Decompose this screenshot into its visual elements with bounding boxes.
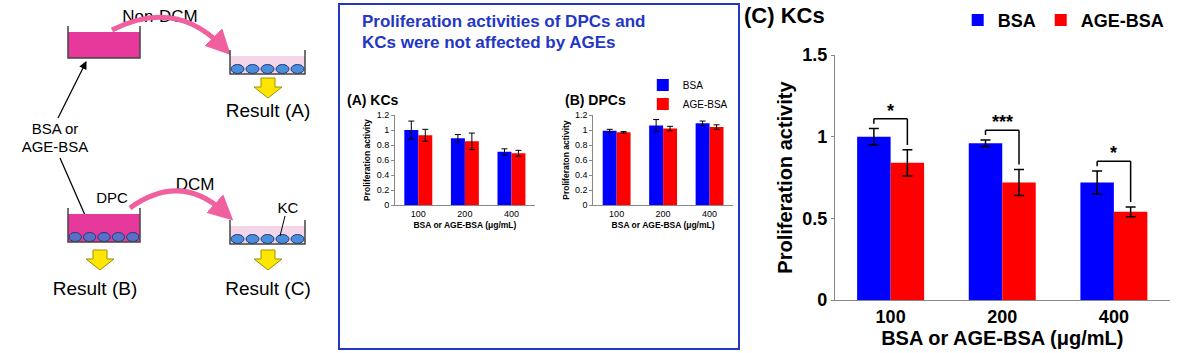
html-text:KCs were not affected by AGEs: KCs were not affected by AGEs <box>362 33 616 52</box>
svg-text:400: 400 <box>504 209 519 219</box>
svg-text:0: 0 <box>384 200 389 210</box>
svg-text:0.5: 0.5 <box>802 209 827 229</box>
svg-text:0.8: 0.8 <box>377 140 390 150</box>
svg-text:Result (C): Result (C) <box>225 278 311 299</box>
svg-text:1: 1 <box>583 125 588 135</box>
svg-text:100: 100 <box>411 209 426 219</box>
svg-text:1.2: 1.2 <box>575 110 588 120</box>
svg-text:1.2: 1.2 <box>377 110 390 120</box>
html-text:Proliferation activities of DP: Proliferation activities of DPCs and <box>362 12 646 31</box>
svg-text:(C) KCs: (C) KCs <box>744 3 825 28</box>
svg-text:DPC: DPC <box>96 189 128 206</box>
svg-text:BSA or: BSA or <box>32 120 79 137</box>
svg-text:Proliferation activity: Proliferation activity <box>362 119 372 201</box>
svg-text:KC: KC <box>278 199 299 216</box>
svg-text:100: 100 <box>876 307 906 327</box>
svg-text:200: 200 <box>987 307 1017 327</box>
svg-text:BSA or AGE-BSA (μg/mL): BSA or AGE-BSA (μg/mL) <box>612 220 715 230</box>
svg-text:AGE-BSA: AGE-BSA <box>683 99 728 110</box>
svg-text:0.4: 0.4 <box>377 170 390 180</box>
svg-text:1: 1 <box>817 127 827 147</box>
svg-text:*: * <box>887 101 894 121</box>
svg-text:Proliferaton activity: Proliferaton activity <box>561 120 571 200</box>
svg-text:100: 100 <box>609 209 624 219</box>
svg-text:BSA or AGE-BSA (μg/mL): BSA or AGE-BSA (μg/mL) <box>881 327 1123 349</box>
svg-text:BSA or AGE-BSA (μg/mL): BSA or AGE-BSA (μg/mL) <box>413 220 516 230</box>
svg-text:Result (A): Result (A) <box>226 100 310 121</box>
svg-text:(B) DPCs: (B) DPCs <box>565 92 626 108</box>
svg-text:Proliferation activity: Proliferation activity <box>774 81 796 274</box>
svg-text:0.6: 0.6 <box>377 155 390 165</box>
svg-text:0.6: 0.6 <box>575 155 588 165</box>
svg-text:AGE-BSA: AGE-BSA <box>1081 11 1164 31</box>
svg-text:0.4: 0.4 <box>575 170 588 180</box>
svg-text:(A) KCs: (A) KCs <box>347 92 399 108</box>
svg-text:0.2: 0.2 <box>575 185 588 195</box>
svg-text:0.2: 0.2 <box>377 185 390 195</box>
svg-text:0: 0 <box>817 290 827 310</box>
svg-text:DCM: DCM <box>175 175 215 194</box>
svg-text:0: 0 <box>583 200 588 210</box>
svg-text:BSA: BSA <box>683 80 703 91</box>
svg-text:Result (B): Result (B) <box>53 278 137 299</box>
svg-text:400: 400 <box>702 209 717 219</box>
svg-text:1.5: 1.5 <box>802 45 827 65</box>
svg-text:BSA: BSA <box>998 11 1036 31</box>
svg-text:200: 200 <box>656 209 671 219</box>
svg-text:AGE-BSA: AGE-BSA <box>22 138 89 155</box>
svg-text:***: *** <box>992 112 1013 132</box>
svg-text:200: 200 <box>457 209 472 219</box>
svg-text:Non-DCM: Non-DCM <box>122 7 198 26</box>
svg-text:400: 400 <box>1099 307 1129 327</box>
svg-text:1: 1 <box>384 125 389 135</box>
svg-text:0.8: 0.8 <box>575 140 588 150</box>
svg-text:*: * <box>1110 143 1117 163</box>
